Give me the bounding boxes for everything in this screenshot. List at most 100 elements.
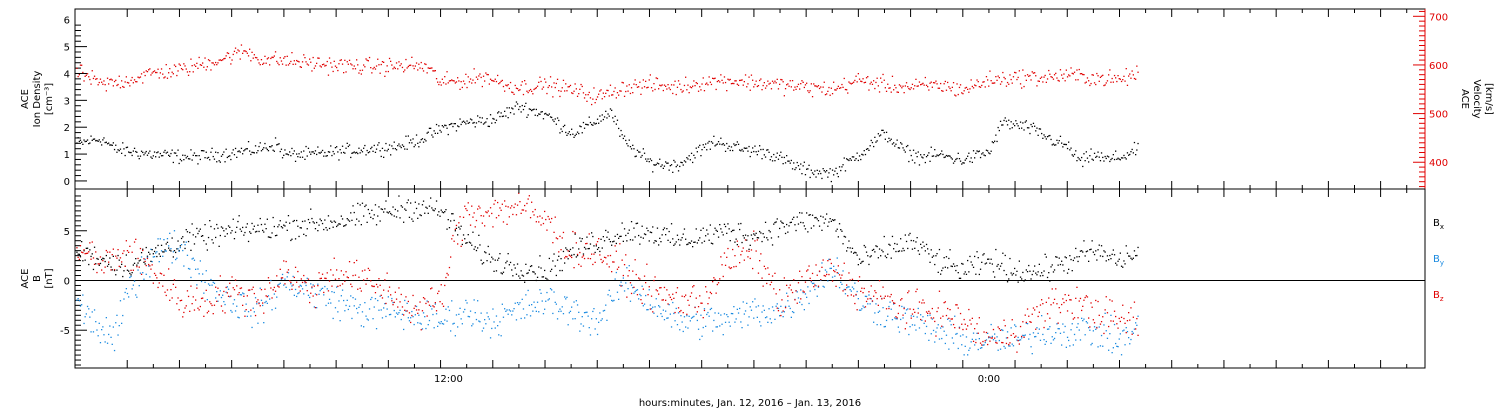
b-tick-label: 0: [64, 276, 70, 287]
velocity-point: [453, 80, 455, 82]
bz-point: [700, 302, 702, 304]
velocity-point: [744, 74, 747, 76]
density-point: [394, 148, 396, 150]
by-point: [796, 291, 798, 293]
bx-point: [430, 197, 432, 199]
bx-point: [789, 221, 791, 224]
bx-point: [450, 220, 452, 222]
velocity-point: [801, 80, 803, 82]
bx-point: [672, 238, 674, 240]
bx-point: [502, 271, 505, 273]
density-point: [947, 155, 949, 157]
by-point: [666, 317, 668, 319]
density-point: [1077, 156, 1079, 159]
bx-point: [660, 241, 662, 243]
velocity-point: [586, 100, 588, 102]
velocity-point: [459, 88, 461, 90]
bx-point: [582, 253, 585, 255]
bx-point: [823, 222, 825, 224]
bz-point: [117, 249, 119, 251]
velocity-point: [588, 91, 590, 94]
velocity-point: [406, 67, 408, 69]
bx-point: [858, 258, 861, 260]
bz-point: [415, 309, 418, 311]
velocity-point: [1092, 74, 1094, 76]
bz-point: [884, 295, 886, 297]
density-point: [259, 142, 261, 144]
bz-point: [387, 290, 389, 292]
bx-point: [873, 248, 875, 251]
density-point: [983, 154, 985, 156]
bx-point: [97, 258, 99, 260]
velocity-point: [983, 81, 985, 83]
by-point: [356, 307, 358, 310]
bz-point: [430, 288, 432, 290]
by-point: [783, 311, 785, 313]
bx-point: [441, 211, 443, 213]
density-point: [689, 159, 691, 161]
bx-point: [190, 249, 192, 251]
bz-point: [1076, 286, 1078, 288]
velocity-point: [273, 55, 275, 57]
density-point: [860, 158, 862, 161]
bx-point: [386, 211, 388, 213]
bz-point: [861, 287, 863, 289]
density-point: [156, 152, 158, 154]
bz-point: [739, 262, 741, 264]
velocity-point: [1098, 80, 1100, 82]
density-point: [728, 145, 730, 147]
velocity-point: [399, 64, 401, 67]
bx-point: [538, 266, 540, 268]
velocity-point: [290, 60, 292, 63]
bz-point: [519, 201, 521, 203]
by-series: [76, 230, 1139, 356]
by-point: [560, 310, 562, 312]
density-point: [292, 153, 294, 155]
bz-point: [833, 269, 835, 272]
by-point: [1025, 322, 1027, 324]
density-point: [1032, 122, 1035, 124]
bz-point: [325, 277, 327, 280]
bx-point: [435, 200, 438, 202]
velocity-point: [1031, 71, 1033, 73]
velocity-point: [995, 76, 997, 78]
bx-point: [145, 246, 147, 249]
velocity-point: [1117, 75, 1119, 77]
bz-point: [166, 289, 169, 291]
bx-point: [1071, 270, 1073, 272]
bx-point: [969, 255, 971, 258]
bx-point: [574, 233, 576, 235]
bx-point: [752, 238, 754, 240]
velocity-point: [139, 76, 142, 78]
density-point: [757, 150, 760, 152]
by-point: [112, 326, 114, 328]
bx-point: [220, 226, 223, 228]
density-point: [767, 149, 769, 151]
bz-point: [507, 206, 509, 208]
density-point: [1103, 160, 1105, 162]
by-point: [1053, 337, 1056, 340]
by-point: [171, 262, 173, 264]
by-point: [713, 319, 715, 322]
velocity-point: [505, 84, 507, 86]
by-point: [373, 306, 375, 308]
velocity-point: [175, 65, 177, 68]
bx-point: [259, 217, 261, 220]
density-point: [1016, 123, 1018, 125]
bz-point: [1122, 304, 1124, 306]
density-point: [846, 158, 848, 160]
bz-point: [655, 289, 657, 291]
velocity-point: [1123, 75, 1125, 77]
velocity-point: [786, 84, 788, 86]
by-point: [1017, 336, 1019, 339]
by-point: [508, 309, 510, 311]
velocity-point: [333, 60, 335, 62]
by-point: [263, 322, 265, 324]
bx-point: [1136, 254, 1138, 257]
bz-point: [424, 298, 426, 300]
bx-point: [432, 209, 434, 211]
by-point: [1032, 332, 1035, 334]
density-point: [781, 156, 783, 158]
density-point: [432, 136, 434, 138]
bx-point: [454, 230, 456, 232]
